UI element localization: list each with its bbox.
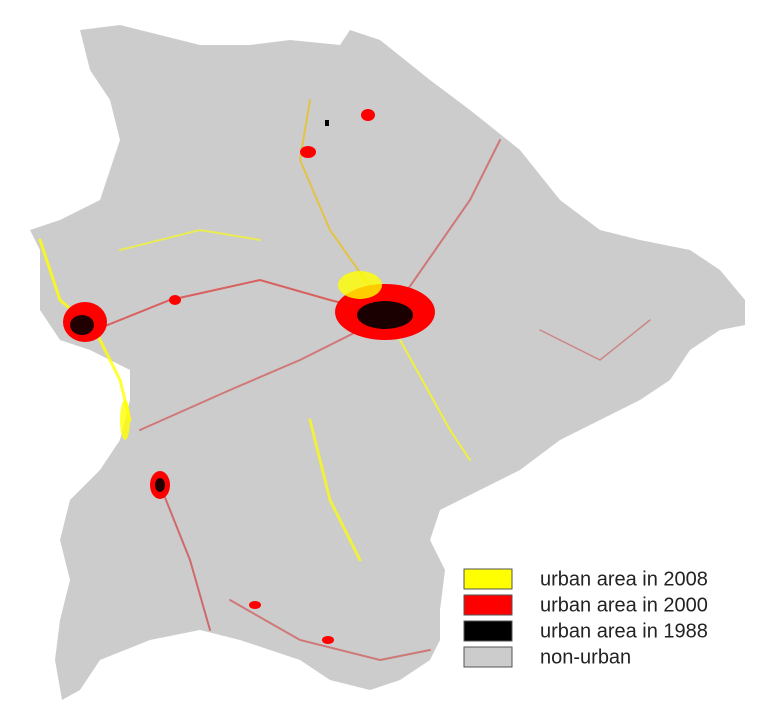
region-outline: [30, 25, 745, 700]
urban-patches: [63, 109, 435, 644]
legend-swatch: [463, 568, 513, 590]
legend-label: urban area in 2008: [540, 568, 708, 590]
legend-swatch: [463, 646, 513, 668]
legend-label: non-urban: [540, 646, 631, 668]
legend-label: urban area in 2000: [540, 594, 708, 616]
legend-swatch: [463, 620, 513, 642]
legend-swatch: [463, 594, 513, 616]
legend-label: urban area in 1988: [540, 620, 708, 642]
legend: urban area in 2008 urban area in 2000 urba…: [463, 568, 708, 668]
